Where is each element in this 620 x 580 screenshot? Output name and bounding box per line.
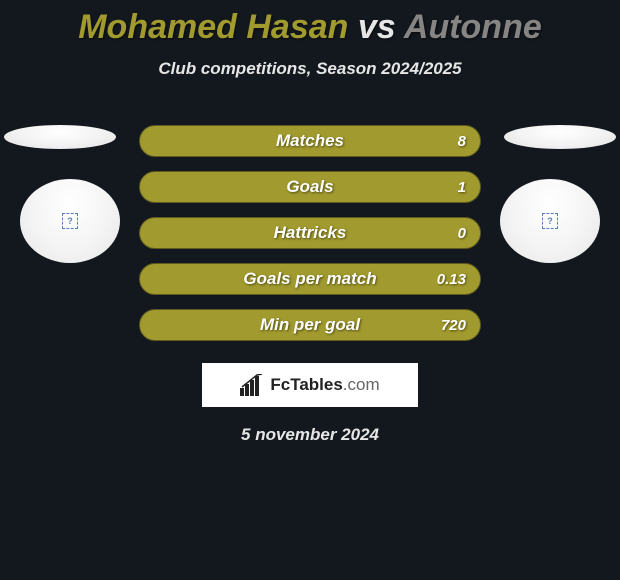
brand-card[interactable]: FcTables.com — [202, 363, 418, 407]
player1-name: Mohamed Hasan — [78, 8, 348, 46]
stat-label: Hattricks — [274, 223, 347, 243]
player2-shadow-ellipse — [504, 125, 616, 149]
stat-row: Matches 8 — [139, 125, 481, 157]
player2-name: Autonne — [404, 8, 542, 46]
placeholder-icon: ? — [62, 213, 78, 229]
stat-row: Goals per match 0.13 — [139, 263, 481, 295]
stat-label: Goals per match — [243, 269, 376, 289]
stat-value: 8 — [458, 133, 466, 150]
stat-value: 0.13 — [437, 271, 466, 288]
stat-value: 1 — [458, 179, 466, 196]
placeholder-icon: ? — [542, 213, 558, 229]
stat-row: Min per goal 720 — [139, 309, 481, 341]
stat-row: Goals 1 — [139, 171, 481, 203]
player1-avatar-badge: ? — [20, 179, 120, 263]
stat-label: Min per goal — [260, 315, 360, 335]
vs-label: vs — [358, 8, 396, 46]
stat-label: Goals — [286, 177, 333, 197]
brand-name: FcTables — [270, 375, 342, 394]
player1-shadow-ellipse — [4, 125, 116, 149]
stat-value: 0 — [458, 225, 466, 242]
stat-row: Hattricks 0 — [139, 217, 481, 249]
brand-bars-icon — [240, 374, 266, 396]
player2-avatar-badge: ? — [500, 179, 600, 263]
subtitle: Club competitions, Season 2024/2025 — [0, 59, 620, 79]
brand-text: FcTables.com — [270, 375, 379, 395]
stat-value: 720 — [441, 317, 466, 334]
brand-domain: .com — [343, 375, 380, 394]
comparison-title: Mohamed Hasan vs Autonne — [0, 0, 620, 47]
stat-label: Matches — [276, 131, 344, 151]
date-label: 5 november 2024 — [0, 425, 620, 445]
